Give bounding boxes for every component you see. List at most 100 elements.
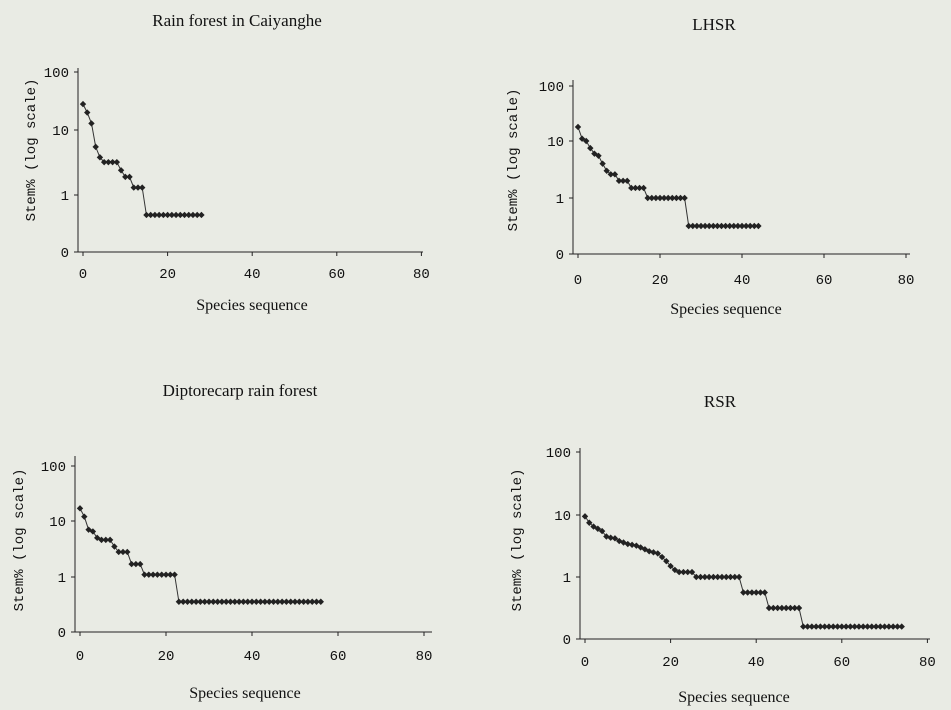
data-point [172, 211, 180, 219]
data-point [124, 548, 131, 556]
data-point [89, 528, 97, 535]
x-tick-label: 20 [158, 649, 175, 665]
data-point [701, 222, 709, 230]
data-point [313, 598, 320, 605]
chart-title: LHSR [692, 15, 736, 34]
data-point [731, 573, 738, 581]
data-point [665, 194, 672, 202]
data-point [317, 598, 324, 605]
y-tick-label: 0 [61, 246, 69, 262]
x-tick-label: 60 [816, 273, 833, 289]
data-point [864, 623, 871, 630]
data-point [689, 222, 696, 230]
data-point [76, 505, 84, 512]
data-point [748, 589, 756, 596]
chart-panel-1: Rain forest in Caiyanghe 0 20 40 60 80 0 1 10 100… [24, 11, 430, 314]
data-point [139, 184, 146, 191]
data-point [688, 568, 696, 576]
data-point [581, 513, 589, 520]
data-point [149, 571, 157, 578]
data-point [615, 177, 623, 185]
data-point [607, 534, 614, 541]
data-point [102, 536, 109, 544]
data-point [658, 553, 666, 561]
data-point [283, 598, 290, 605]
data-point [640, 184, 647, 192]
data-point [291, 598, 299, 605]
data-point [574, 123, 582, 131]
data-point [825, 623, 833, 630]
data-point [106, 536, 114, 544]
data-point [751, 222, 758, 230]
data-point [603, 167, 610, 175]
data-point [834, 623, 841, 630]
data-point [278, 598, 286, 605]
x-tick-label: 80 [898, 273, 915, 289]
data-point [141, 571, 148, 578]
data-point [599, 160, 606, 167]
data-point [812, 623, 820, 630]
data-point [304, 598, 312, 605]
data-point [667, 562, 674, 570]
data-point [85, 526, 92, 533]
data-point [817, 623, 824, 630]
data-point [167, 571, 174, 578]
x-tick-label: 60 [833, 655, 850, 671]
x-tick-label: 40 [734, 273, 751, 289]
data-point [718, 573, 726, 581]
data-point [648, 194, 655, 202]
data-point [188, 598, 195, 605]
data-point [137, 560, 144, 568]
data-point [261, 598, 269, 605]
y-tick-label: 1 [61, 189, 69, 205]
data-point [652, 194, 660, 202]
data-point [130, 184, 137, 191]
data-point [727, 573, 734, 581]
data-point [214, 598, 221, 605]
x-axis-label: Species sequence [196, 297, 308, 314]
data-point [684, 568, 691, 576]
data-point [753, 589, 760, 596]
data-point [660, 194, 668, 202]
y-tick-label: 100 [41, 460, 66, 476]
data-point [624, 177, 631, 185]
data-point [194, 211, 201, 219]
data-point [714, 222, 721, 230]
data-point [738, 222, 746, 230]
data-point [671, 566, 679, 574]
data-point [778, 604, 786, 612]
data-point [79, 100, 87, 108]
data-point [115, 548, 122, 556]
data-point [821, 623, 828, 630]
data-point [774, 604, 781, 612]
data-point [192, 598, 200, 605]
data-point [598, 527, 606, 535]
x-tick-label: 0 [574, 273, 582, 289]
x-tick-label: 0 [79, 267, 87, 283]
data-point [578, 135, 586, 142]
y-tick-label: 100 [539, 80, 564, 96]
data-point [718, 222, 725, 230]
data-point [681, 194, 688, 202]
data-point [300, 598, 307, 605]
data-point [595, 152, 602, 159]
data-point [894, 623, 901, 630]
data-point [855, 623, 863, 630]
data-point [205, 598, 213, 605]
data-point [126, 173, 133, 181]
y-tick-label: 0 [58, 626, 66, 642]
data-point [92, 143, 99, 151]
data-point [160, 211, 167, 219]
data-point [607, 171, 614, 178]
x-tick-label: 40 [244, 267, 261, 283]
data-point [791, 604, 798, 612]
x-tick-label: 0 [581, 655, 589, 671]
data-point [742, 222, 750, 230]
data-point [158, 571, 165, 578]
data-point [84, 109, 91, 116]
data-point [757, 589, 764, 596]
y-axis-label: Stem% (log scale) [12, 469, 28, 612]
x-tick-label: 80 [416, 649, 433, 665]
data-point [624, 540, 631, 548]
